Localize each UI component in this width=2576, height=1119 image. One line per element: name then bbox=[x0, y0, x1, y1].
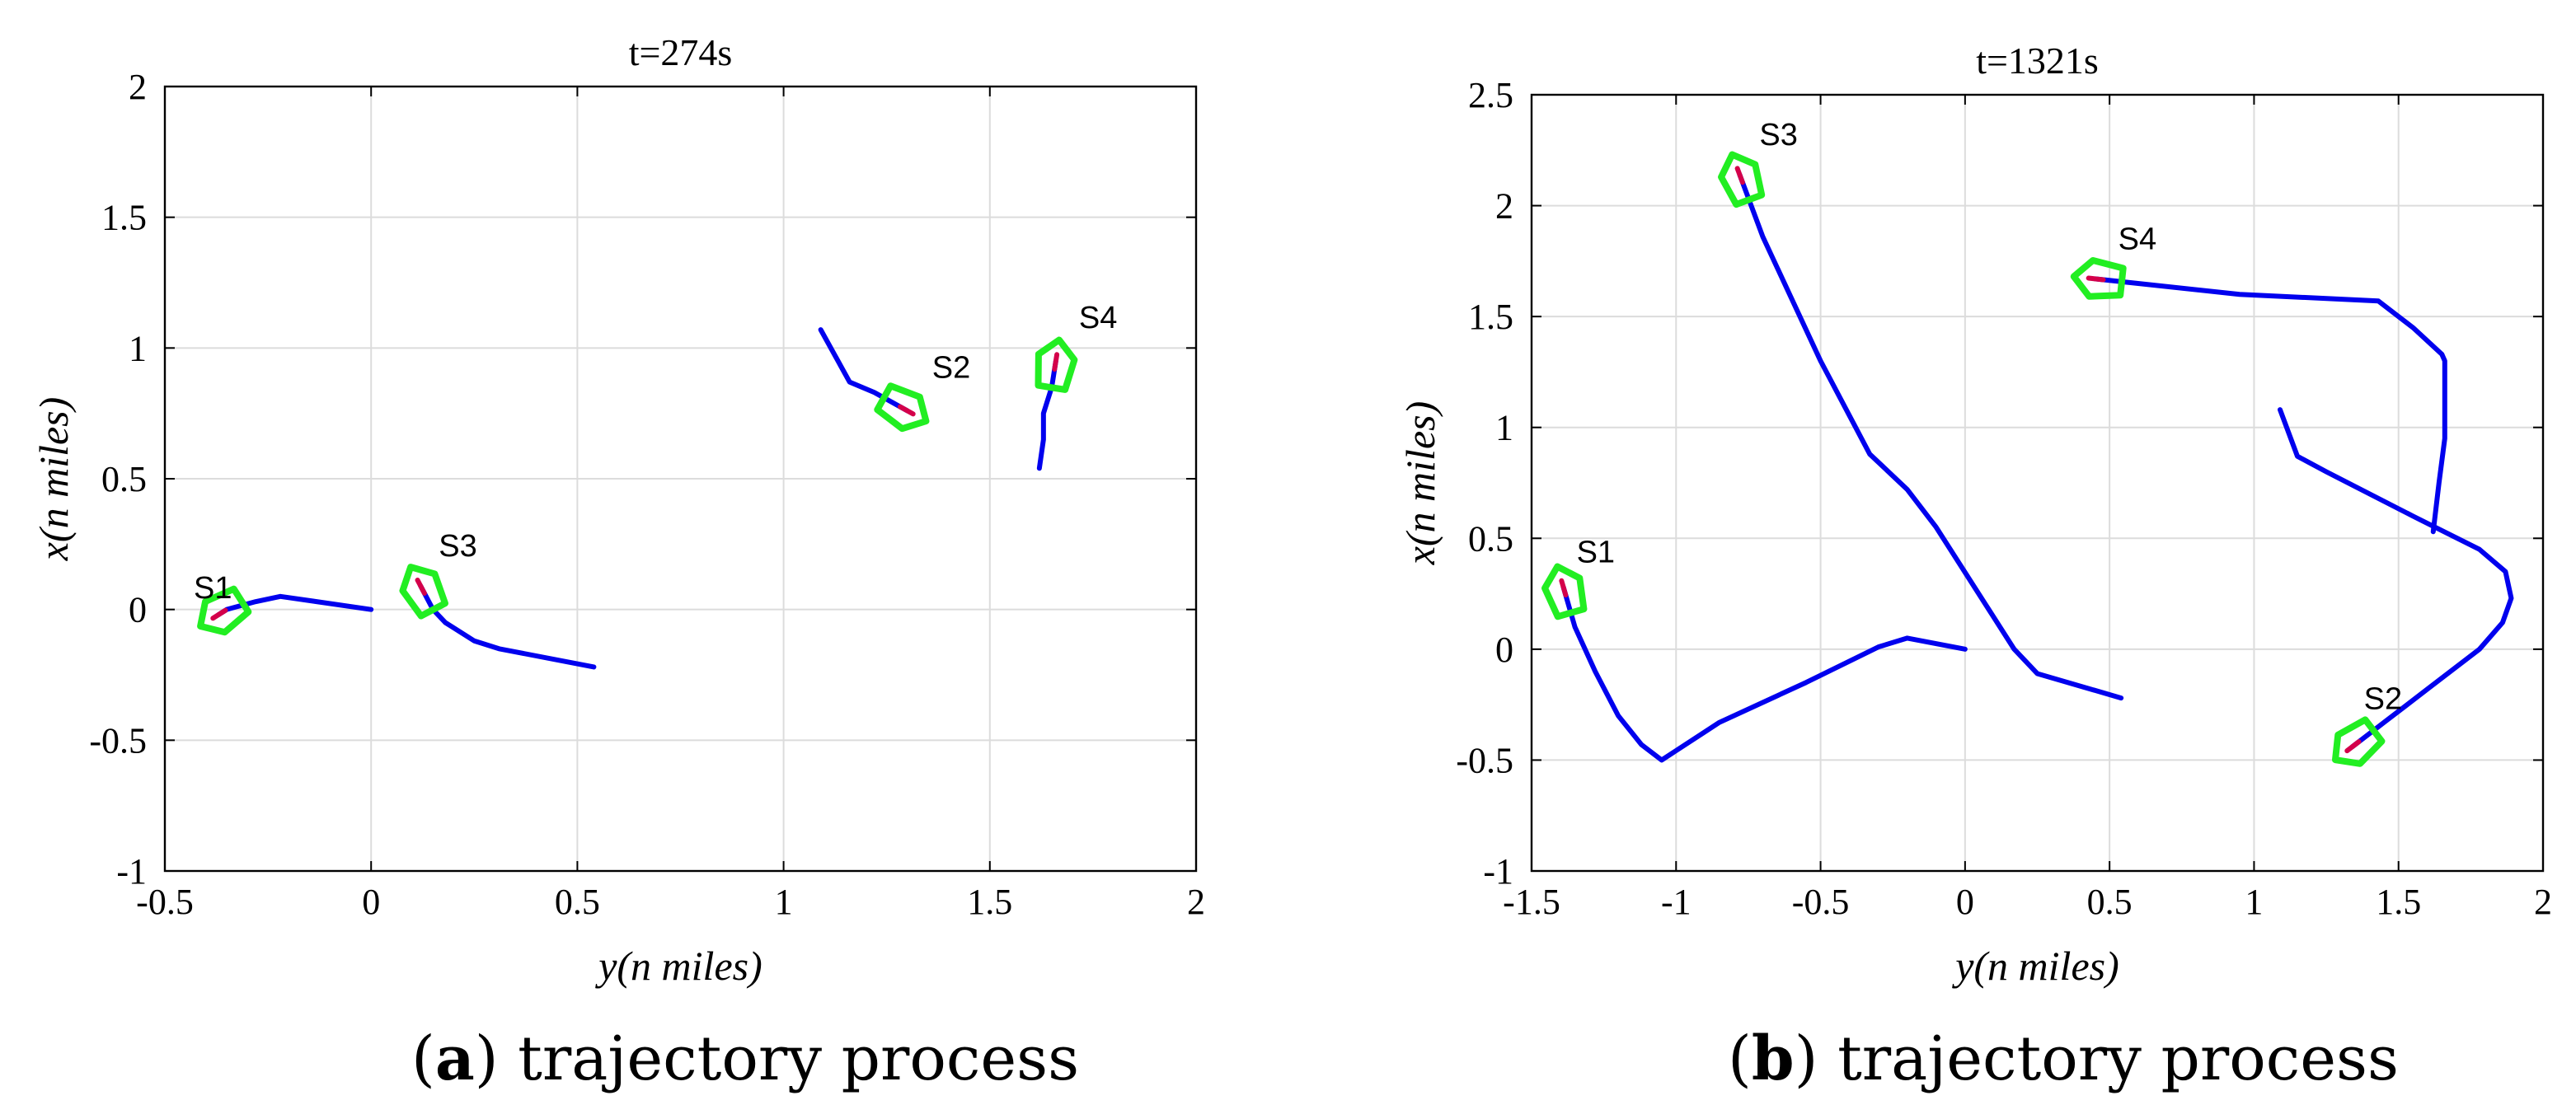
caption-open-paren: ( bbox=[1728, 1023, 1752, 1094]
caption-letter: b bbox=[1752, 1023, 1795, 1094]
caption-close-paren: ) bbox=[475, 1023, 518, 1094]
x-tick-label: -0.5 bbox=[136, 882, 194, 922]
x-tick-label: 1 bbox=[2245, 882, 2263, 922]
ship-marker-s1 bbox=[1541, 563, 1588, 620]
ship-marker-s3 bbox=[1718, 151, 1766, 208]
x-tick-label: 2 bbox=[2534, 882, 2552, 922]
y-tick-label: -1 bbox=[1483, 851, 1513, 892]
ship-marker-s3 bbox=[399, 564, 448, 620]
trajectory-s1 bbox=[1560, 584, 1968, 763]
ship-label-s3: S3 bbox=[1759, 118, 1797, 152]
figure-caption: (a) trajectory process bbox=[411, 1023, 1079, 1094]
y-tick-label: 0.5 bbox=[101, 459, 147, 499]
heading-marker-s3 bbox=[1734, 166, 1745, 185]
y-tick-label: 2 bbox=[1495, 186, 1513, 227]
y-tick-label: 1 bbox=[129, 328, 147, 368]
x-tick-label: 0.5 bbox=[2087, 882, 2133, 922]
y-tick-label: 1.5 bbox=[1468, 297, 1513, 337]
trajectory-s3 bbox=[1737, 171, 2124, 701]
y-tick-label: 0.5 bbox=[1468, 518, 1513, 559]
ship-label-s4: S4 bbox=[2119, 222, 2156, 256]
y-tick-label: 1.5 bbox=[101, 198, 147, 238]
trajectory-s4 bbox=[1036, 358, 1058, 471]
y-tick-label: 0 bbox=[129, 590, 147, 630]
caption-text: trajectory process bbox=[518, 1023, 1079, 1094]
heading-marker-s2 bbox=[897, 404, 916, 417]
ship-marker-s4 bbox=[2070, 256, 2127, 300]
chart-title: t=1321s bbox=[1976, 40, 2099, 82]
y-tick-label: 2.5 bbox=[1468, 75, 1513, 115]
x-tick-label: 2 bbox=[1187, 882, 1205, 922]
y-tick-label: -0.5 bbox=[89, 720, 147, 761]
heading-marker-s2 bbox=[2344, 739, 2362, 754]
x-tick-label: -0.5 bbox=[1792, 882, 1850, 922]
heading-marker-s1 bbox=[210, 607, 228, 621]
axes-frame bbox=[1530, 93, 2545, 873]
y-axis-label: x(n miles) bbox=[30, 397, 77, 562]
y-axis-label: x(n miles) bbox=[1397, 401, 1443, 566]
ship-marker-s4 bbox=[1035, 336, 1078, 393]
chart-title: t=274s bbox=[629, 31, 733, 73]
ship-marker-s2 bbox=[874, 382, 930, 433]
x-axis-label: y(n miles) bbox=[594, 943, 762, 989]
y-tick-label: 2 bbox=[129, 67, 147, 107]
x-tick-label: 1.5 bbox=[967, 882, 1012, 922]
x-tick-label: 0.5 bbox=[555, 882, 600, 922]
trajectory-s4 bbox=[2092, 276, 2447, 535]
ship-label-s2: S2 bbox=[2364, 681, 2402, 716]
trajectory-s2 bbox=[818, 327, 910, 414]
ship-label-s3: S3 bbox=[439, 529, 476, 564]
caption-letter: a bbox=[435, 1023, 475, 1094]
y-tick-label: 0 bbox=[1495, 630, 1513, 670]
ship-label-s1: S1 bbox=[1577, 535, 1615, 569]
ship-marker-s2 bbox=[2331, 716, 2386, 767]
caption-text: trajectory process bbox=[1837, 1023, 2399, 1094]
heading-marker-s4 bbox=[2086, 275, 2106, 283]
x-tick-label: -1.5 bbox=[1503, 882, 1560, 922]
x-tick-label: 0 bbox=[362, 882, 380, 922]
caption-open-paren: ( bbox=[411, 1023, 435, 1094]
heading-marker-s4 bbox=[1052, 352, 1060, 372]
trajectory-s3 bbox=[418, 583, 597, 670]
ship-marker-s1 bbox=[197, 585, 252, 636]
y-tick-label: -0.5 bbox=[1456, 740, 1513, 780]
ship-label-s2: S2 bbox=[932, 350, 970, 385]
y-tick-label: -1 bbox=[116, 851, 147, 892]
x-tick-label: 1.5 bbox=[2376, 882, 2421, 922]
x-tick-label: 0 bbox=[1956, 882, 1974, 922]
x-axis-label: y(n miles) bbox=[1951, 943, 2119, 989]
y-tick-label: 1 bbox=[1495, 408, 1513, 448]
heading-marker-s3 bbox=[415, 578, 427, 596]
panel-b-trajectory-chart: -1.5 -1 -0.5 0 0.5 1 1.5 2-1-0.500.511.522.5t=1… bbox=[1397, 40, 2552, 1094]
ship-label-s1: S1 bbox=[194, 571, 232, 606]
ship-label-s4: S4 bbox=[1079, 301, 1117, 335]
x-tick-label: 1 bbox=[775, 882, 793, 922]
trajectory-s2 bbox=[2277, 407, 2514, 750]
caption-close-paren: ) bbox=[1795, 1023, 1837, 1094]
heading-marker-s1 bbox=[1559, 578, 1569, 598]
figure-caption: (b) trajectory process bbox=[1728, 1023, 2399, 1094]
x-tick-label: -1 bbox=[1661, 882, 1692, 922]
